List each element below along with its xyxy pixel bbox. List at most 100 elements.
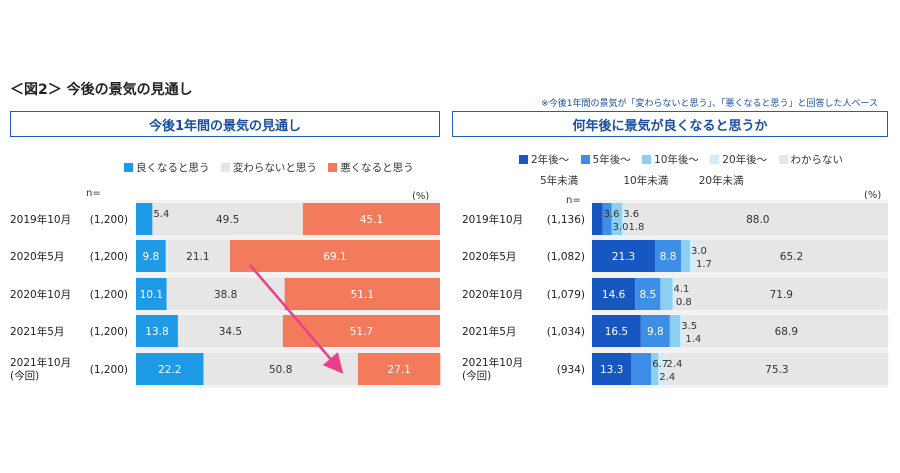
chart1-bar-segment	[136, 353, 204, 385]
chart2-category-label: 2021年10月	[462, 356, 523, 369]
chart2-bar-segment	[689, 240, 696, 272]
legend2-swatch-10y	[642, 155, 652, 164]
chart1-data-label: 10.1	[140, 289, 163, 301]
chart2-data-label: 68.9	[775, 326, 798, 338]
chart2-n-value: (1,082)	[547, 251, 585, 263]
chart2-category-sublabel: (今回)	[462, 369, 491, 382]
chart1-bar-segment	[282, 315, 440, 347]
chart2-bar-segment	[592, 240, 656, 272]
panel1-title: 今後1年間の景気の見通し	[10, 111, 440, 137]
legend2-item-2y: 2年後～	[519, 152, 569, 167]
legend2-swatch-5y	[580, 155, 590, 164]
chart1-category-label: 2021年5月	[10, 325, 64, 338]
chart2-data-label-small: 1.7	[696, 259, 712, 270]
chart1-category-label: 2020年10月	[10, 288, 71, 301]
chart2-bar-segment	[669, 315, 681, 347]
chart2-data-label: 9.8	[647, 326, 664, 338]
chart1-data-label: 27.1	[387, 364, 410, 376]
chart2-category-label: 2021年5月	[462, 325, 516, 338]
legend2-label-2y: 2年後～	[531, 154, 570, 166]
chart1-bar-segment	[136, 278, 167, 310]
chart1-data-label-small: 5.4	[153, 209, 169, 220]
chart1-bar-segment	[177, 315, 283, 347]
chart2-bar-segment	[684, 315, 889, 347]
chart2-data-label: 8.8	[660, 251, 677, 263]
chart1-category-sublabel: (今回)	[10, 369, 39, 382]
chart2-bar-segment	[622, 203, 628, 235]
chart2-data-label: 65.2	[780, 251, 803, 263]
chart2-data-label-small: 1.4	[685, 334, 701, 345]
chart1-data-label: 38.8	[214, 289, 237, 301]
panel1-n-label: n=	[86, 188, 101, 199]
chart2-n-value: (934)	[557, 364, 585, 376]
chart1-data-label: 51.7	[350, 326, 373, 338]
chart1-category-label: 2019年10月	[10, 213, 71, 226]
chart2-data-label: 21.3	[612, 251, 635, 263]
panel2-legend: 2年後～ 5年後～ 10年後～ 20年後～ わからない	[519, 152, 851, 167]
chart1-bar-segment	[136, 240, 166, 272]
chart1-bar-segment	[152, 203, 303, 235]
chart2-data-label-small: 2.4	[659, 372, 675, 383]
chart2-bar-segment	[627, 203, 888, 235]
chart2-bar-segment	[658, 353, 666, 385]
chart2-data-label: 13.3	[600, 364, 623, 376]
chart1-data-label: 45.1	[360, 214, 383, 226]
chart1-n-value: (1,200)	[90, 326, 128, 338]
chart1-data-label: 50.8	[269, 364, 292, 376]
legend2-sublabel-2y: 5年未満	[540, 175, 579, 187]
chart2-data-label-small: 6.7	[652, 359, 668, 370]
chart1-bar-segment	[357, 353, 441, 385]
panel2-title: 何年後に景気が良くなると思うか	[452, 111, 888, 137]
chart2-bar-segment	[680, 315, 685, 347]
chart2-data-label: 88.0	[746, 214, 769, 226]
chart2-data-label-small: 3.0	[691, 246, 707, 257]
legend2-label-unknown: わからない	[790, 154, 844, 166]
chart2-data-label-small: 3.5	[681, 321, 697, 332]
chart2-data-label-small: 3.0	[613, 222, 629, 233]
legend2-swatch-20y	[710, 155, 720, 164]
legend2-label-20y: 20年後～	[722, 154, 768, 166]
legend1-item-worse: 悪くなると思う	[328, 160, 414, 175]
legend2-swatch-2y	[519, 155, 528, 164]
chart2-category-label: 2020年5月	[462, 250, 516, 263]
chart1-data-label: 21.1	[186, 251, 209, 263]
chart2-bar-segment	[665, 353, 889, 385]
chart1-n-value: (1,200)	[90, 364, 128, 376]
chart1-bar-segment	[165, 240, 230, 272]
legend1-label-same: 変わらないと思う	[232, 162, 317, 174]
chart1-n-value: (1,200)	[90, 289, 128, 301]
chart2-data-label: 16.5	[605, 326, 628, 338]
chart2-bar-segment	[635, 278, 661, 310]
chart2-category-label: 2020年10月	[462, 288, 523, 301]
chart1-category-label: 2020年5月	[10, 250, 64, 263]
chart1-n-value: (1,200)	[90, 251, 128, 263]
chart2-bar-segment	[592, 315, 641, 347]
chart2-data-label: 75.3	[765, 364, 788, 376]
chart2-data-label-small: 3.6	[604, 209, 620, 220]
legend2-item-unknown: わからない	[778, 152, 844, 167]
chart2-data-label-small: 2.4	[666, 359, 682, 370]
panel1-unit-label: (%)	[412, 191, 430, 202]
chart2-bar-segment	[602, 203, 612, 235]
chart2-category-label: 2019年10月	[462, 213, 523, 226]
chart2-bar-segment	[631, 353, 652, 385]
chart2-bar-segment	[592, 203, 603, 235]
panel2-unit-label: (%)	[864, 190, 882, 201]
chart1-bar-segment	[136, 203, 153, 235]
chart2-data-label-small: 1.8	[629, 222, 645, 233]
legend1-swatch-better	[124, 163, 133, 172]
chart2-data-label-small: 4.1	[674, 284, 690, 295]
chart1-bar-segment	[302, 203, 440, 235]
chart2-data-label-small: 3.6	[623, 209, 639, 220]
legend2-item-5y: 5年後～	[580, 152, 631, 167]
panel2-n-label: n=	[566, 195, 581, 206]
chart2-n-value: (1,136)	[547, 214, 585, 226]
chart2-bar-segment	[611, 203, 623, 235]
panel2-legend-sublabels: 5年未満 10年未満 20年未満	[540, 173, 744, 188]
chart2-n-value: (1,079)	[547, 289, 585, 301]
chart2-data-label-small: 0.8	[676, 297, 692, 308]
chart2-bar-segment	[660, 278, 673, 310]
chart1-data-label: 34.5	[219, 326, 242, 338]
chart2-data-label: 71.9	[770, 289, 793, 301]
